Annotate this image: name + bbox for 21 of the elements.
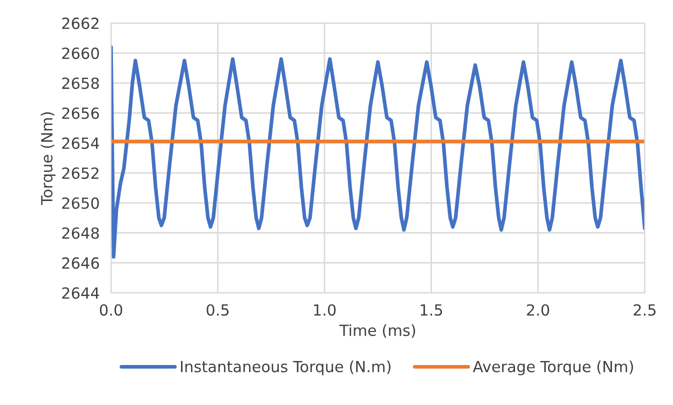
y-tick-label: 2646 [62, 257, 99, 269]
y-tick-label: 2660 [62, 48, 99, 60]
x-tick-label: 1.0 [314, 304, 336, 316]
x-tick-label: 2.0 [526, 304, 550, 316]
y-tick-label: 2648 [62, 227, 99, 239]
legend-label: Average Torque (Nm) [472, 360, 634, 376]
x-axis-title: Time (ms) [339, 324, 416, 338]
y-tick-label: 2650 [62, 197, 99, 209]
y-tick-label: 2656 [62, 107, 99, 120]
x-tick-label: 0.5 [206, 304, 229, 316]
line-series [111, 45, 645, 259]
legend-label: Instantaneous Torque (N.m) [181, 360, 390, 376]
x-tick-label: 2.5 [634, 304, 656, 316]
y-tick-label: 2662 [62, 18, 98, 30]
y-tick-label: 2654 [62, 137, 100, 149]
x-tick-label: 0.0 [100, 304, 122, 316]
y-tick-label: 2644 [62, 287, 100, 299]
x-tick-label: 1.5 [420, 304, 442, 316]
y-tick-label: 2658 [62, 77, 99, 90]
y-tick-label: 2652 [62, 167, 98, 179]
y-axis-title: Torque (Nm) [40, 112, 56, 205]
